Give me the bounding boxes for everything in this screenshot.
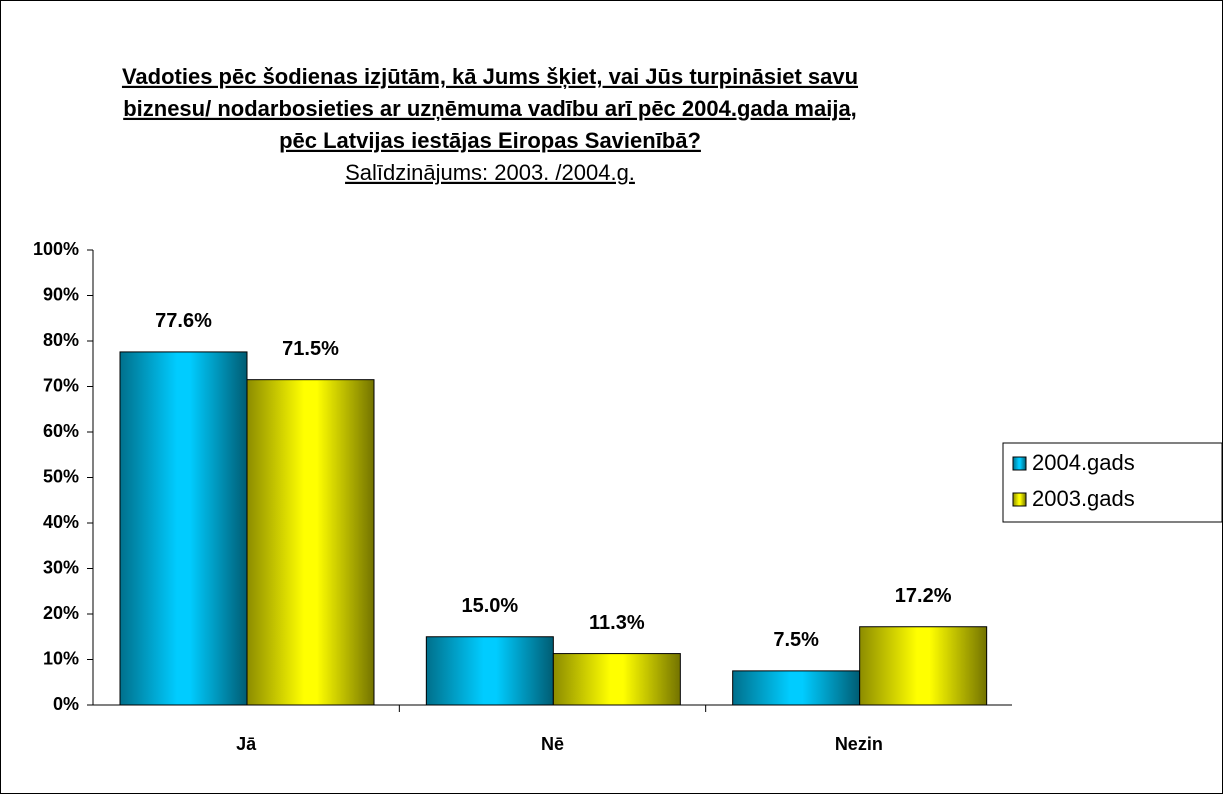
x-tick-label: Jā: [236, 734, 257, 754]
x-tick-label: Nezin: [835, 734, 883, 754]
chart-title: biznesu/ nodarbosieties ar uzņēmuma vadī…: [123, 96, 857, 121]
data-label: 11.3%: [589, 612, 645, 634]
y-tick-label: 40%: [43, 512, 79, 532]
y-tick-label: 100%: [33, 239, 79, 259]
legend-label: 2003.gads: [1032, 486, 1135, 511]
data-label: 77.6%: [155, 310, 212, 332]
bar: [732, 670, 861, 706]
legend-swatch: [1012, 492, 1027, 507]
bar: [119, 351, 248, 706]
x-tick-label: Nē: [541, 734, 564, 754]
bar: [246, 379, 375, 706]
y-tick-label: 60%: [43, 421, 79, 441]
data-label: 7.5%: [773, 629, 819, 651]
y-tick-label: 70%: [43, 375, 79, 395]
legend: [1002, 442, 1223, 523]
y-tick-label: 90%: [43, 284, 79, 304]
bar: [859, 626, 988, 706]
chart-title: pēc Latvijas iestājas Eiropas Savienībā?: [279, 128, 701, 153]
y-tick-label: 30%: [43, 557, 79, 577]
chart-subtitle: Salīdzinājums: 2003. /2004.g.: [345, 160, 635, 185]
legend-swatch: [1012, 456, 1027, 471]
bar: [425, 636, 554, 706]
y-tick-label: 0%: [53, 694, 79, 714]
legend-label: 2004.gads: [1032, 450, 1135, 475]
y-tick-label: 10%: [43, 648, 79, 668]
data-label: 71.5%: [282, 338, 339, 360]
data-label: 17.2%: [895, 585, 952, 607]
y-tick-label: 50%: [43, 466, 79, 486]
chart-title: Vadoties pēc šodienas izjūtām, kā Jums š…: [122, 64, 858, 89]
data-label: 15.0%: [461, 595, 518, 617]
y-tick-label: 80%: [43, 330, 79, 350]
y-tick-label: 20%: [43, 603, 79, 623]
bar: [552, 653, 681, 706]
